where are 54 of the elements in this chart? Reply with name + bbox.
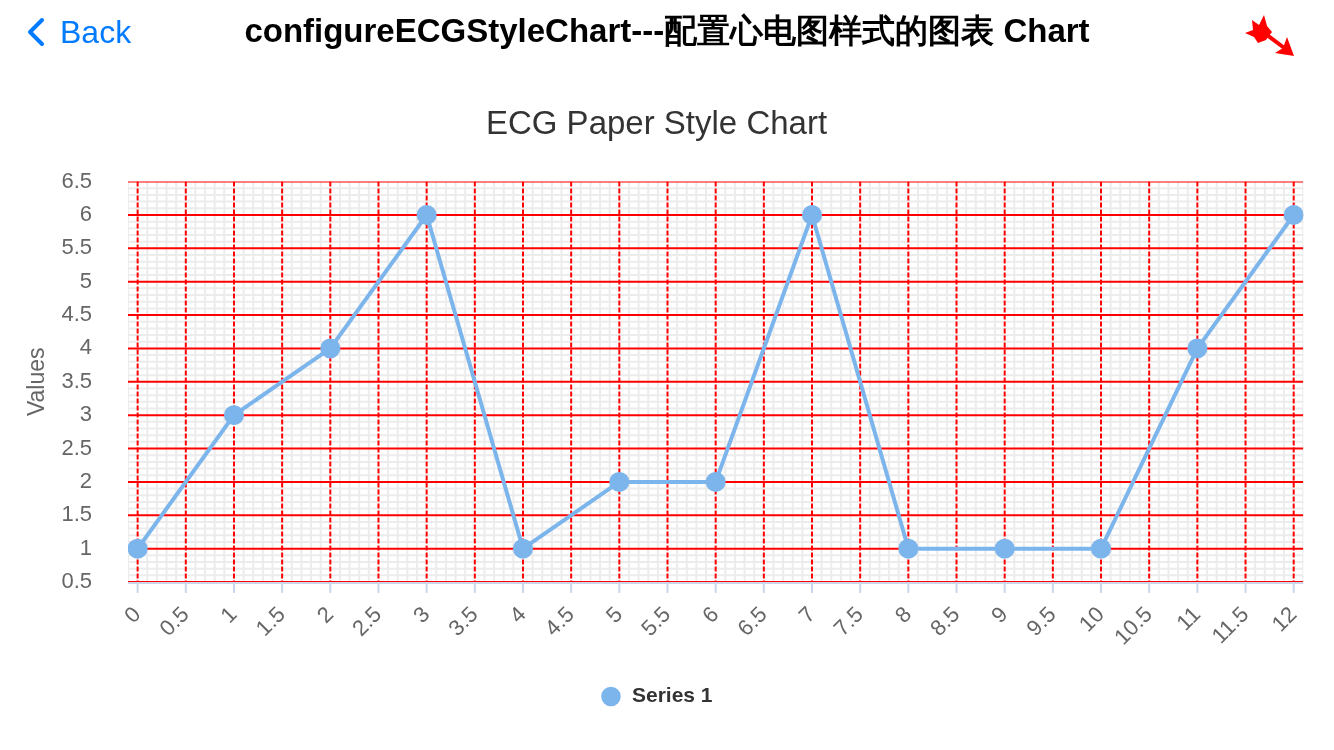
y-tick-label: 5 (79, 267, 92, 293)
y-tick-label: 3.5 (61, 367, 92, 393)
y-axis-title: Values (23, 347, 50, 417)
x-tick-label: 3.5 (443, 601, 483, 641)
y-tick-label: 0.5 (61, 568, 92, 594)
point (223, 405, 244, 426)
x-tick-label: 7 (793, 601, 820, 628)
x-tick-label: 2 (311, 601, 339, 628)
point (1091, 538, 1112, 559)
y-tick-label: 4 (79, 334, 92, 360)
y-tick-label: 4.5 (61, 301, 92, 327)
point (512, 538, 533, 559)
y-tick-label: 3 (79, 401, 92, 427)
x-tick-label: 0 (119, 601, 146, 628)
point (128, 538, 148, 559)
x-tick-label: 3 (408, 601, 435, 628)
x-tick-label: 4.5 (539, 601, 579, 641)
x-tick-label: 5 (600, 601, 628, 628)
point (1283, 204, 1304, 225)
x-tick-label: 8 (889, 601, 917, 628)
x-tick-label: 0.5 (154, 601, 194, 641)
x-tick-label: 6 (697, 601, 724, 628)
chart-title: ECG Paper Style Chart (485, 103, 828, 141)
y-tick-label: 1.5 (61, 501, 92, 527)
x-tick-label: 6.5 (732, 601, 772, 641)
x-tick-label: 1 (215, 601, 242, 628)
point (416, 204, 437, 225)
text: Back (60, 13, 132, 51)
point (994, 538, 1015, 559)
point (320, 338, 341, 359)
x-tick-label: 4 (504, 601, 531, 628)
text: configureECGStyleChart---配置心电图样式的图表 Chart (243, 11, 1091, 51)
x-tick-label: 10 (1073, 601, 1109, 637)
x-tick-label: 9.5 (1021, 601, 1061, 641)
point (1187, 338, 1208, 359)
x-tick-label: 12 (1266, 601, 1302, 637)
legend-label: Series 1 (631, 683, 713, 707)
point (898, 538, 919, 559)
y-tick-label: 1 (79, 534, 92, 560)
y-tick-label: 6.5 (61, 167, 92, 193)
y-tick-label: 2.5 (61, 434, 92, 460)
y-tick-label: 5.5 (61, 234, 92, 260)
x-tick-label: 7.5 (828, 601, 868, 641)
point (705, 471, 726, 492)
point (609, 471, 630, 492)
point (802, 204, 823, 225)
x-tick-label: 9 (986, 601, 1013, 628)
x-tick-label: 5.5 (636, 601, 676, 641)
y-tick-label: 6 (79, 201, 92, 227)
y-tick-label: 2 (79, 467, 92, 493)
x-tick-label: 2.5 (346, 601, 387, 641)
x-tick-label: 8.5 (925, 601, 965, 641)
x-tick-label: 11 (1171, 601, 1206, 636)
x-tick-label: 1.5 (250, 601, 290, 641)
